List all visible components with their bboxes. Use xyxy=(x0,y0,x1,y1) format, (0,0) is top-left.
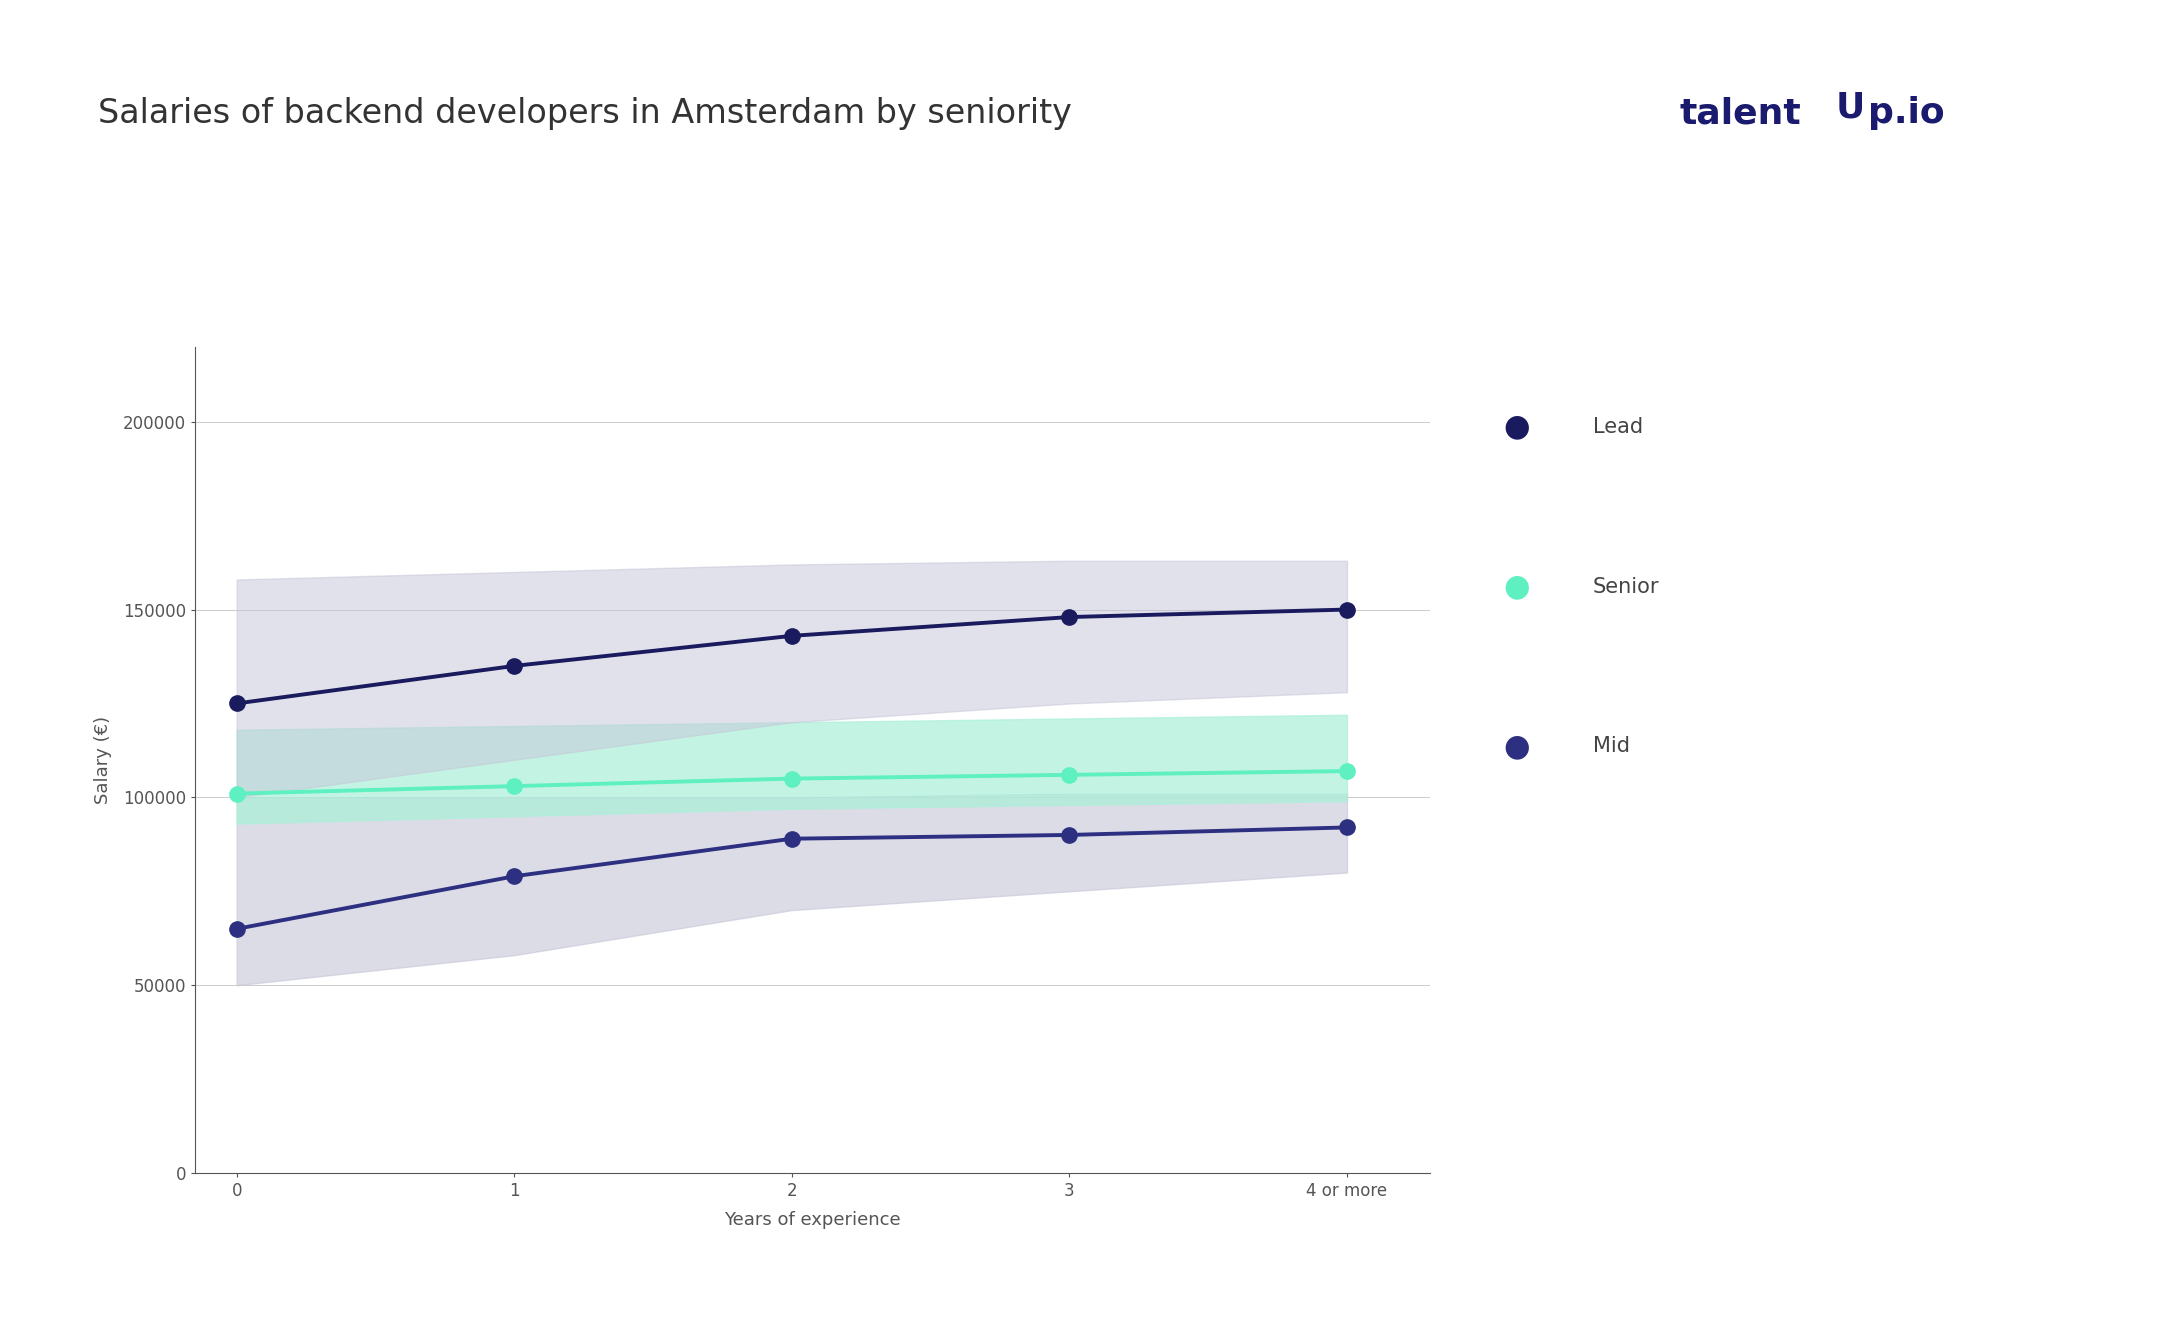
Text: p.io: p.io xyxy=(1868,96,1944,131)
Text: Salaries of backend developers in Amsterdam by seniority: Salaries of backend developers in Amster… xyxy=(98,97,1070,129)
Text: ●: ● xyxy=(1504,412,1530,441)
Text: talent: talent xyxy=(1679,96,1801,131)
Text: Mid: Mid xyxy=(1593,736,1630,757)
Text: ●: ● xyxy=(1504,732,1530,761)
Text: Lead: Lead xyxy=(1593,416,1643,437)
Text: Senior: Senior xyxy=(1593,576,1660,597)
Text: ●: ● xyxy=(1504,572,1530,601)
X-axis label: Years of experience: Years of experience xyxy=(724,1212,901,1229)
Text: U: U xyxy=(1835,91,1866,125)
Y-axis label: Salary (€): Salary (€) xyxy=(93,716,113,804)
